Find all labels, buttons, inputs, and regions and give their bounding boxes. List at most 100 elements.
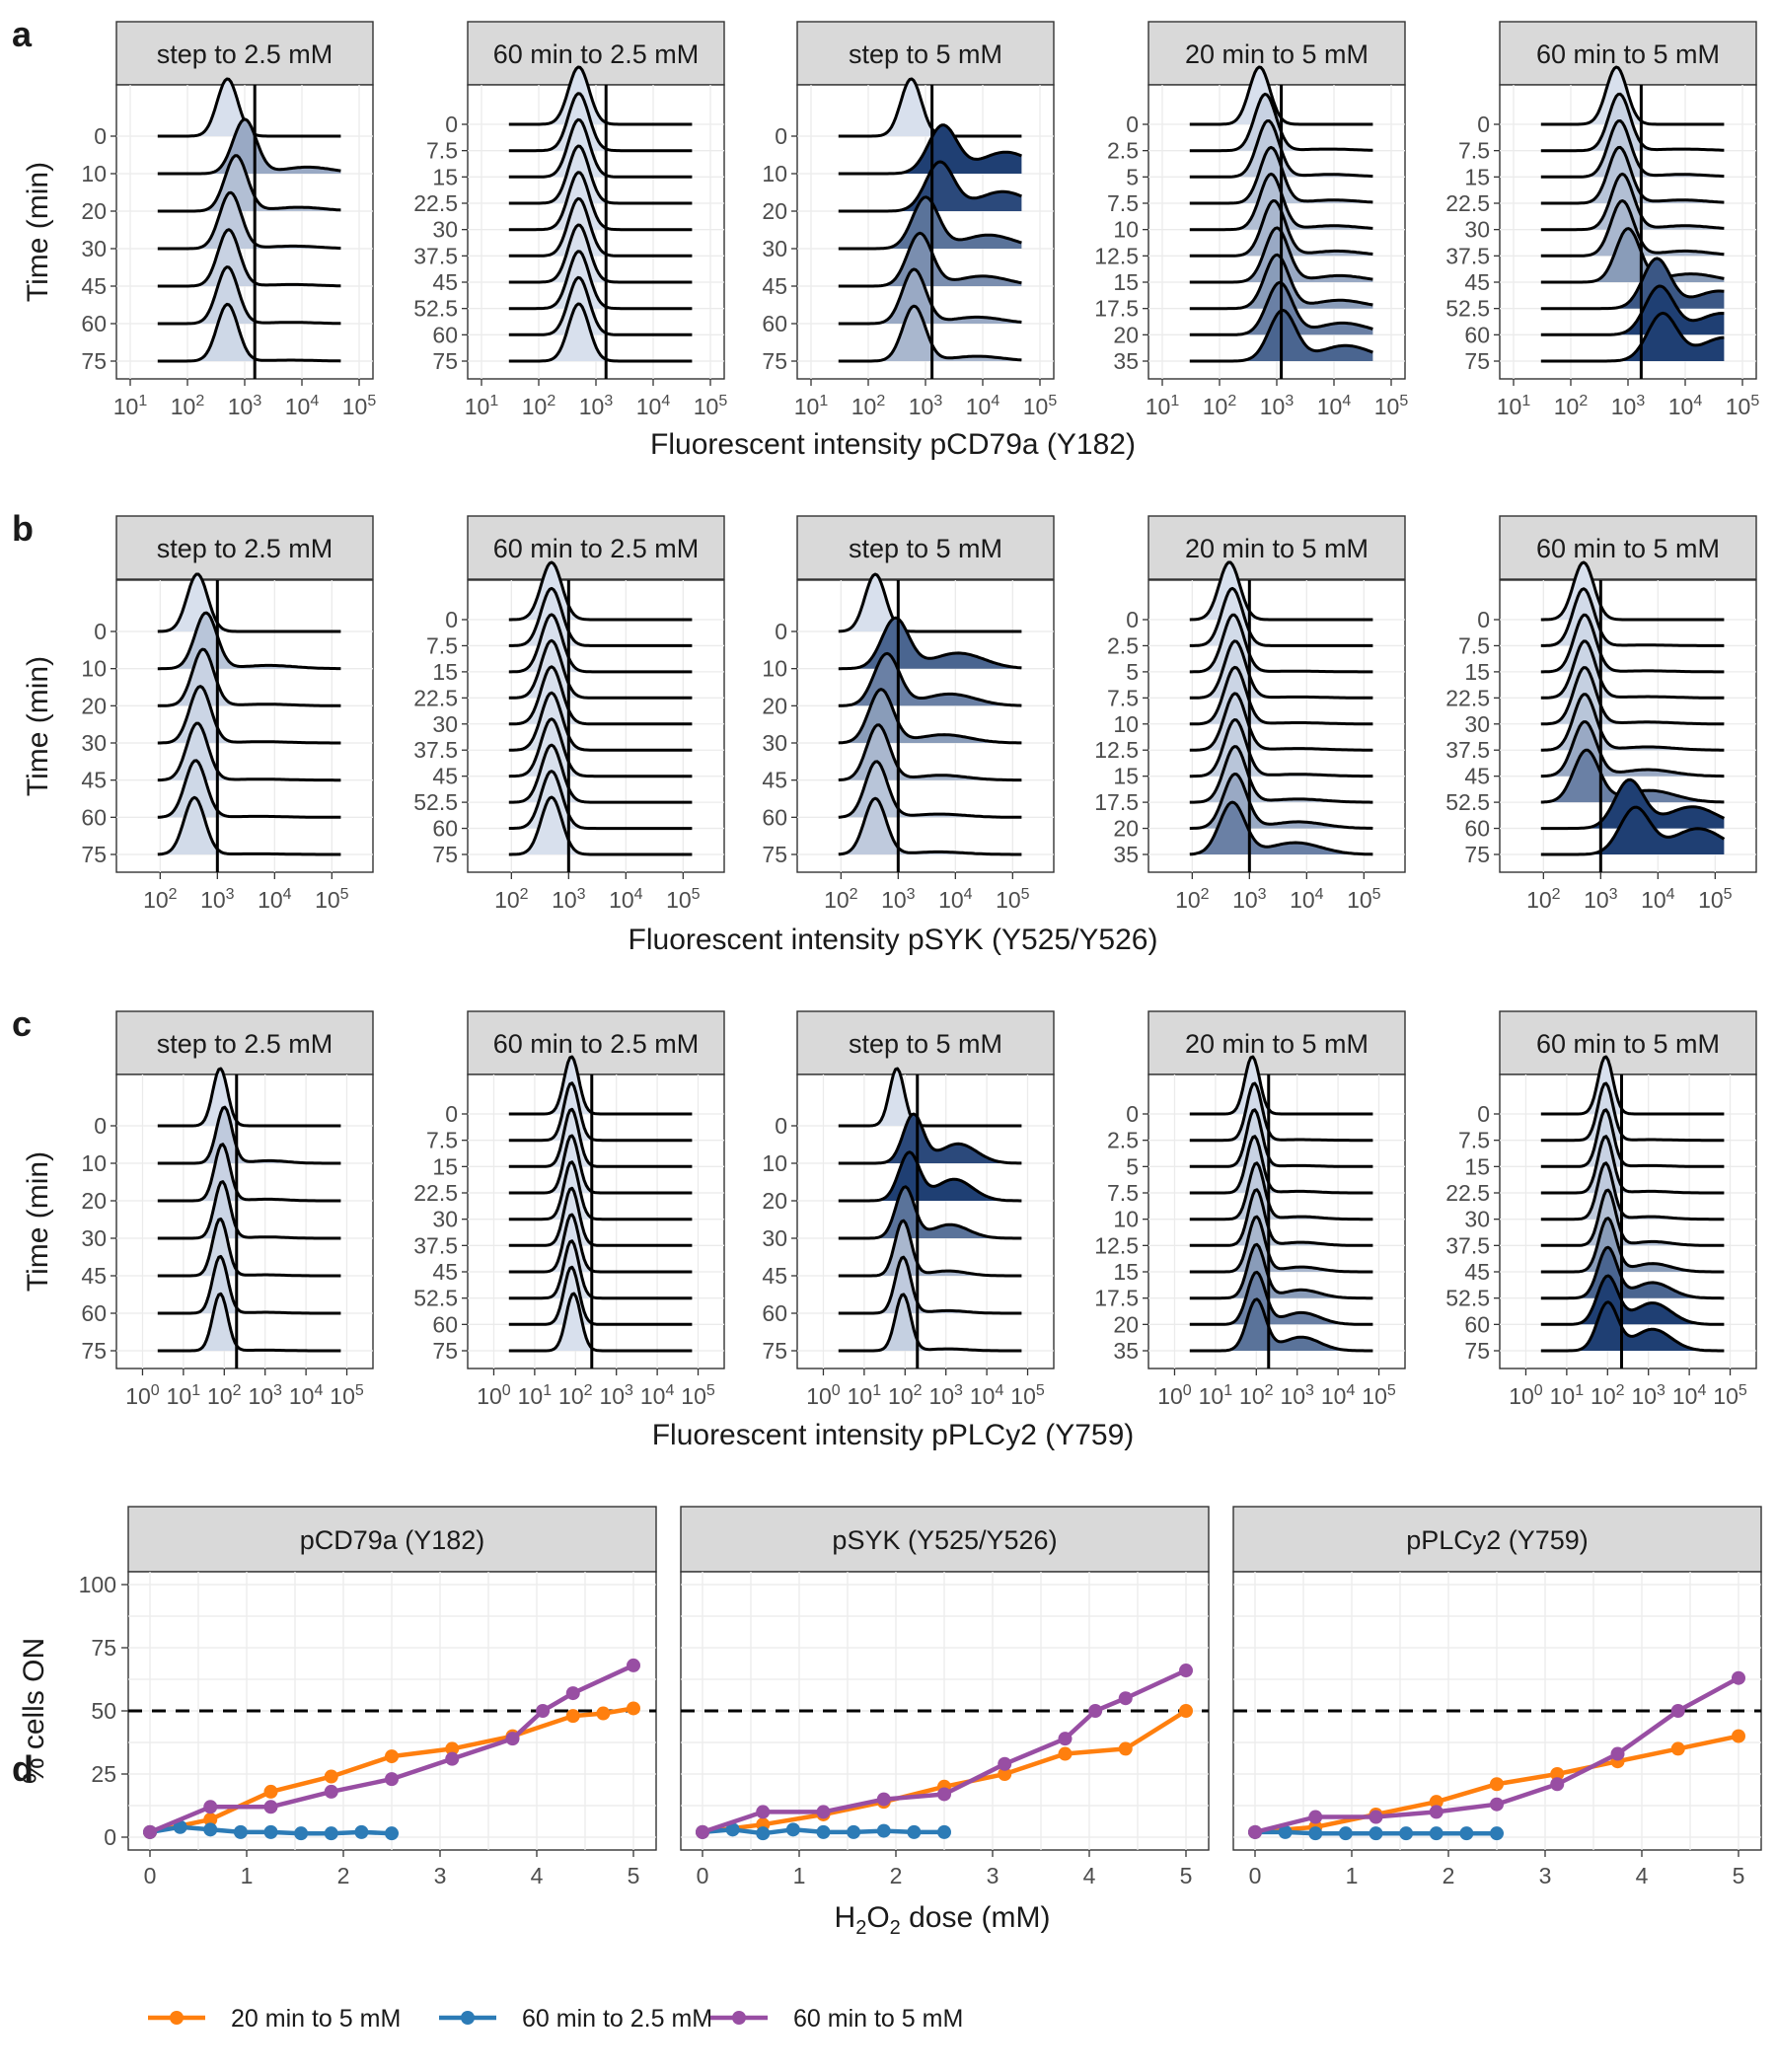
facet-c-2: 60 min to 2.5 mM 07.51522.53037.54552.560… <box>413 1010 725 1409</box>
ridge-line <box>157 572 341 633</box>
ridge-line <box>1540 199 1725 258</box>
x-tick-label: 5 <box>1733 1863 1745 1888</box>
y-tick-label: 20 <box>762 198 787 224</box>
y-tick-label: 35 <box>1113 348 1139 374</box>
x-tick-label: 104 <box>1668 393 1703 419</box>
ridge-line <box>1540 693 1725 752</box>
plot-panel <box>796 579 1055 873</box>
data-point <box>1369 1810 1383 1824</box>
y-tick-label: 35 <box>1113 1338 1139 1364</box>
y-tick-label: 10 <box>762 161 787 186</box>
x-tick-label: 105 <box>694 393 728 419</box>
ridge-line <box>157 190 341 251</box>
facet-strip <box>467 1010 725 1075</box>
facet-strip <box>115 21 374 86</box>
facet-title: 60 min to 2.5 mM <box>493 1029 700 1059</box>
x-tick-label: 103 <box>1260 393 1295 419</box>
data-point <box>1490 1777 1504 1792</box>
y-tick-label: 5 <box>1126 1153 1139 1179</box>
ridge-line <box>157 1180 341 1240</box>
x-tick-label: 101 <box>794 393 829 419</box>
ridge-line <box>1189 1270 1373 1326</box>
ridge-line <box>1189 639 1373 700</box>
x-tick-label: 4 <box>531 1863 544 1888</box>
ridge-line <box>1189 1055 1373 1116</box>
data-point <box>627 1658 640 1672</box>
data-point <box>998 1756 1012 1771</box>
ridge-line <box>1540 1108 1725 1168</box>
y-tick-label: 0 <box>1477 1101 1490 1127</box>
y-tick-label: 25 <box>91 1761 116 1787</box>
x-tick-label: 102 <box>522 393 556 419</box>
ridge-line <box>508 691 693 752</box>
ridge-fill <box>838 574 1022 631</box>
data-point <box>1490 1826 1504 1841</box>
data-point <box>1338 1826 1353 1841</box>
y-tick-label: 30 <box>1464 217 1490 243</box>
ridge-line <box>1540 1161 1725 1221</box>
ridge-line <box>508 1213 693 1274</box>
facet-title: pSYK (Y525/Y526) <box>832 1525 1057 1555</box>
ridge-fill <box>157 797 341 854</box>
ridge-line <box>1189 773 1373 830</box>
facet-b-3: step to 5 mM 0 10 20 30 45 60 75 102 103 104 105 <box>762 515 1055 913</box>
x-tick-label: 105 <box>681 1382 715 1409</box>
x-tick-label: 2 <box>337 1863 350 1888</box>
y-tick-label: 75 <box>1464 1338 1490 1364</box>
y-tick-label: 15 <box>432 659 458 685</box>
facet-strip <box>1499 21 1757 86</box>
ridge-line <box>508 770 693 831</box>
y-tick-label: 45 <box>432 1259 458 1285</box>
y-tick-label: 0 <box>104 1824 116 1850</box>
ridge-line <box>508 1055 693 1116</box>
y-axis-label: % cells ON <box>18 1638 50 1784</box>
y-tick-label: 45 <box>81 273 107 299</box>
y-tick-label: 75 <box>432 348 458 374</box>
facet-c-1: step to 2.5 mM 0 10 20 30 45 60 75 100 101 102 103 1… <box>81 1010 374 1409</box>
x-tick-label: 2 <box>890 1863 903 1888</box>
x-tick-label: 101 <box>1550 1382 1585 1409</box>
data-point <box>324 1826 338 1841</box>
y-tick-label: 15 <box>1113 1259 1139 1285</box>
ridge-line <box>1540 1055 1725 1116</box>
data-point <box>937 1824 951 1839</box>
x-tick-label: 103 <box>1611 393 1646 419</box>
ridge-line <box>1189 1215 1373 1274</box>
series-line <box>149 1663 634 1834</box>
data-point <box>937 1787 951 1802</box>
ridge-line <box>508 717 693 778</box>
legend-item: 60 min to 5 mM <box>710 2005 963 2033</box>
ridge-line <box>1540 805 1726 856</box>
y-tick-label: 20 <box>81 693 107 718</box>
x-tick-label: 100 <box>477 1382 511 1409</box>
ridge-fill <box>1540 200 1725 257</box>
data-point <box>565 1709 580 1724</box>
ridge-line <box>508 275 693 336</box>
x-tick-label: 104 <box>938 886 973 913</box>
ridge-line <box>1540 639 1725 700</box>
y-tick-label: 45 <box>762 1263 787 1289</box>
facet-title: pPLCy2 (Y759) <box>1406 1525 1589 1555</box>
ridge-line <box>1540 1245 1725 1300</box>
y-tick-label: 20 <box>81 1188 107 1214</box>
y-tick-label: 35 <box>1113 842 1139 867</box>
data-point <box>445 1741 460 1756</box>
y-tick-label: 75 <box>432 1338 458 1364</box>
y-tick-label: 37.5 <box>1445 1232 1490 1258</box>
ridge-line <box>508 171 693 232</box>
y-tick-label: 0 <box>775 1113 787 1139</box>
ridge-line <box>1540 145 1725 205</box>
y-tick-label: 100 <box>79 1572 116 1597</box>
x-tick-label: 105 <box>342 393 377 419</box>
ridge-line <box>157 1143 341 1203</box>
data-point <box>1550 1767 1565 1781</box>
ridge-line <box>838 1219 1022 1278</box>
legend-label: 60 min to 5 mM <box>793 2005 963 2033</box>
x-tick-label: 102 <box>824 886 858 913</box>
x-tick-label: 102 <box>1239 1382 1274 1409</box>
legend-key-point <box>732 2011 746 2025</box>
ridge-line <box>157 795 341 856</box>
ridge-line <box>157 685 341 745</box>
facet-strip <box>796 1010 1055 1075</box>
